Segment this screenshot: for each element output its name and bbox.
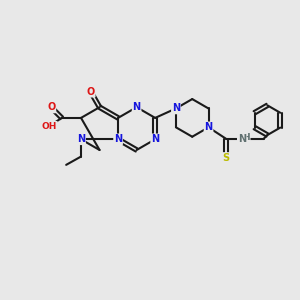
Text: N: N [172,103,180,113]
Text: N: N [114,134,122,144]
Text: H: H [242,133,250,142]
Text: S: S [222,153,229,163]
Text: OH: OH [41,122,57,131]
Text: N: N [77,134,85,144]
Text: N: N [205,122,213,132]
Text: N: N [151,134,159,144]
Text: N: N [133,102,141,112]
Text: N: N [238,134,246,144]
Text: O: O [47,103,56,112]
Text: O: O [86,87,95,97]
